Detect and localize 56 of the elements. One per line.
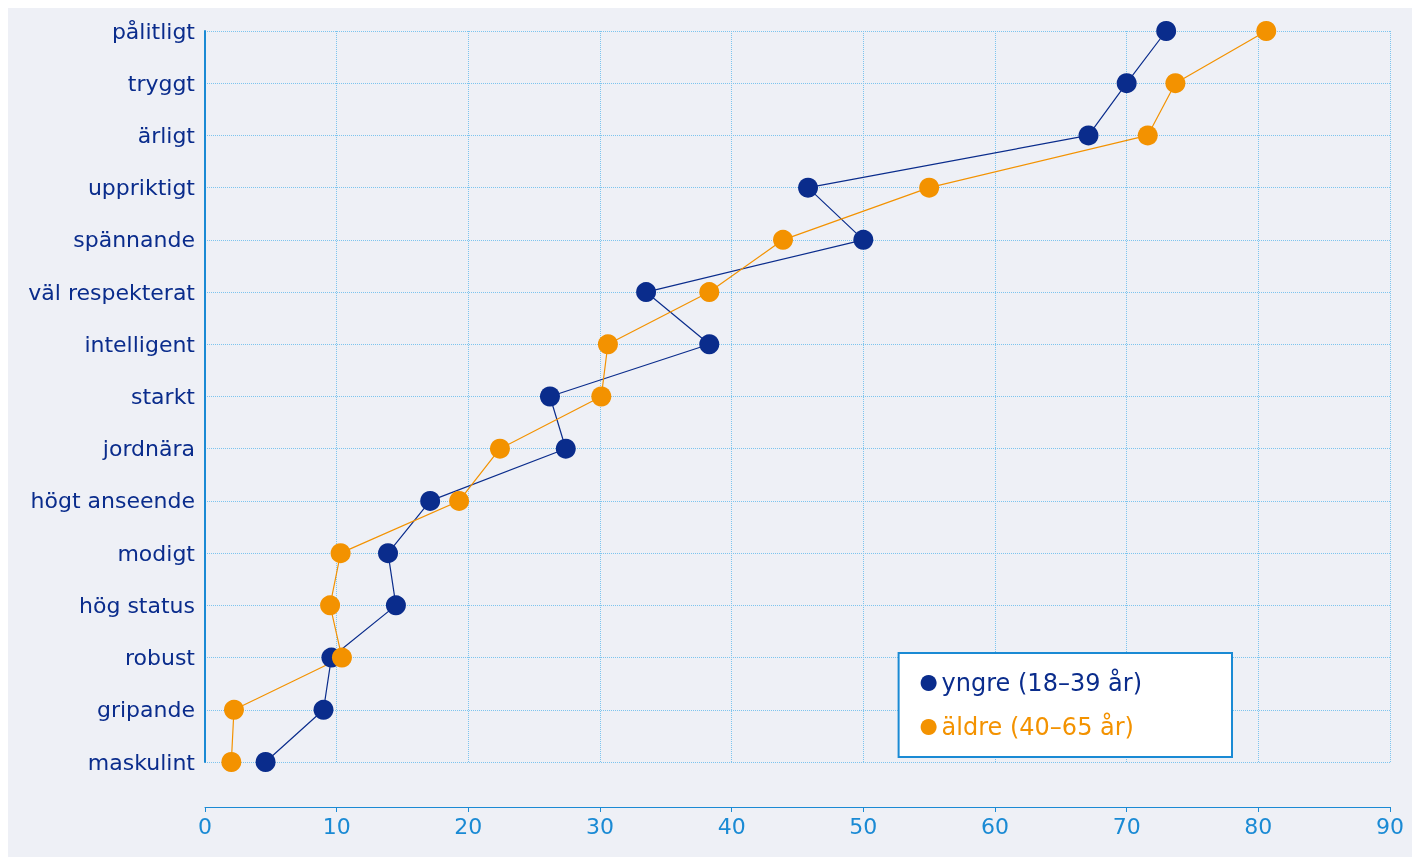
y-tick-label: väl respekterat — [28, 279, 196, 305]
point — [1078, 125, 1099, 146]
x-tick-label: 20 — [454, 813, 483, 839]
point — [331, 647, 352, 668]
point — [636, 282, 657, 303]
x-tick-label: 50 — [849, 813, 878, 839]
point — [378, 543, 399, 564]
x-tick-label: 90 — [1376, 813, 1404, 839]
y-tick-label: maskulint — [87, 749, 196, 775]
y-tick-label: hög status — [79, 592, 195, 618]
x-tick-label: 30 — [586, 813, 614, 839]
y-tick-label: ärligt — [137, 122, 196, 148]
point — [853, 229, 874, 250]
y-tick-label: spännande — [73, 227, 195, 253]
point — [591, 386, 612, 407]
point — [313, 699, 334, 720]
point — [385, 595, 406, 616]
point — [1137, 125, 1158, 146]
y-tick-label: starkt — [131, 384, 196, 409]
point — [1116, 73, 1137, 94]
point — [539, 386, 560, 407]
y-tick-label: tryggt — [127, 70, 196, 96]
point — [699, 282, 720, 303]
y-tick-label: jordnära — [101, 436, 195, 462]
y-tick-label: intelligent — [84, 331, 196, 357]
point — [449, 490, 470, 511]
point — [555, 438, 576, 459]
point — [1165, 73, 1186, 94]
point — [1156, 21, 1177, 41]
point — [420, 490, 441, 511]
y-tick-label: högt anseende — [30, 488, 195, 514]
point — [221, 752, 242, 772]
x-tick-label: 40 — [717, 813, 746, 839]
point — [330, 543, 351, 564]
x-tick-label: 0 — [198, 813, 212, 839]
y-tick-label: uppriktigt — [87, 175, 196, 201]
point — [489, 438, 510, 459]
legend-label: äldre (40–65 år) — [941, 712, 1134, 741]
legend-label: yngre (18–39 år) — [941, 668, 1142, 697]
point — [1256, 21, 1277, 41]
point — [919, 177, 940, 198]
point — [255, 752, 276, 772]
y-tick-label: gripande — [96, 697, 195, 723]
y-tick-label: modigt — [117, 540, 196, 566]
x-tick-label: 80 — [1244, 813, 1273, 839]
x-tick-label: 10 — [322, 813, 351, 839]
y-tick-label: pålitligt — [111, 18, 196, 44]
point — [773, 229, 794, 250]
x-tick-label: 60 — [981, 813, 1009, 839]
x-tick-label: 70 — [1112, 813, 1141, 839]
y-tick-label: robust — [124, 645, 196, 671]
point — [597, 334, 618, 355]
point — [320, 595, 341, 616]
point — [223, 699, 244, 720]
point — [798, 177, 819, 198]
point — [699, 334, 720, 355]
